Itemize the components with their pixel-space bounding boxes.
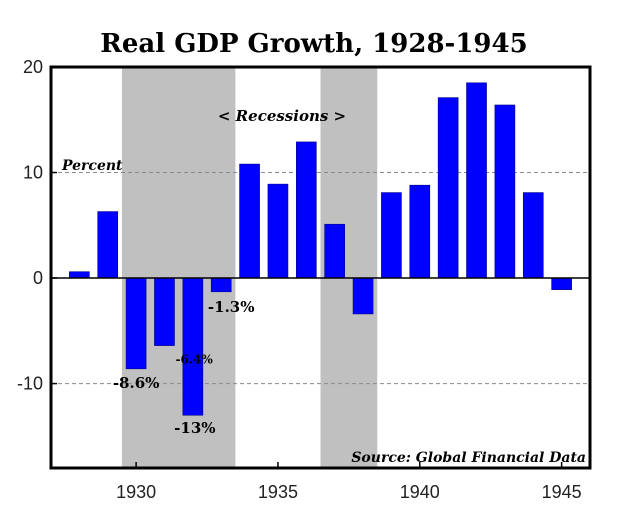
y-tick-label: 10	[23, 163, 43, 183]
chart-title: Real GDP Growth, 1928-1945	[100, 29, 527, 59]
bar-1938	[352, 277, 374, 315]
recession-band-1	[121, 67, 236, 468]
y-tick-label: -10	[17, 374, 43, 394]
bar-1931	[154, 277, 175, 346]
recessions-annotation: < Recessions >	[218, 107, 346, 125]
percent-label: Percent	[61, 158, 123, 174]
bar-1943	[494, 104, 516, 279]
bar-1933	[210, 277, 232, 293]
x-tick-label: 1945	[542, 482, 582, 502]
y-axis-ticks: 20 10 0 -10	[17, 57, 57, 394]
bar-1936	[296, 141, 317, 279]
bar-1939	[381, 192, 402, 279]
bar-1945	[551, 277, 572, 290]
y-tick-label: 20	[23, 57, 43, 77]
bar-1942	[466, 82, 487, 279]
bar-1944	[522, 192, 544, 279]
bars-layer	[69, 82, 572, 416]
bar-1930	[125, 277, 147, 370]
x-axis-ticks: 1930 1935 1940 1945	[116, 462, 582, 502]
bar-1928	[69, 271, 90, 279]
x-tick-label: 1935	[258, 482, 298, 502]
data-label-1930: -8.6%	[113, 374, 160, 392]
plot-frame	[49, 65, 592, 470]
recession-shading-layer	[121, 67, 378, 468]
data-labels-layer: -8.6% -6.4% -13% -1.3%	[113, 298, 255, 437]
data-label-1931: -6.4%	[175, 353, 213, 367]
bar-1929	[97, 211, 119, 279]
y-tick-label: 0	[33, 268, 43, 288]
bar-1935	[267, 183, 289, 279]
bar-1940	[409, 184, 431, 279]
data-label-1933: -1.3%	[208, 298, 255, 316]
bar-1932	[182, 277, 204, 416]
data-label-1932: -13%	[174, 419, 215, 437]
source-annotation: Source: Global Financial Data	[351, 450, 586, 466]
x-tick-label: 1940	[400, 482, 440, 502]
x-tick-label: 1930	[116, 482, 156, 502]
bar-1937	[324, 223, 345, 279]
bar-1941	[437, 97, 459, 279]
bar-1934	[239, 163, 260, 279]
